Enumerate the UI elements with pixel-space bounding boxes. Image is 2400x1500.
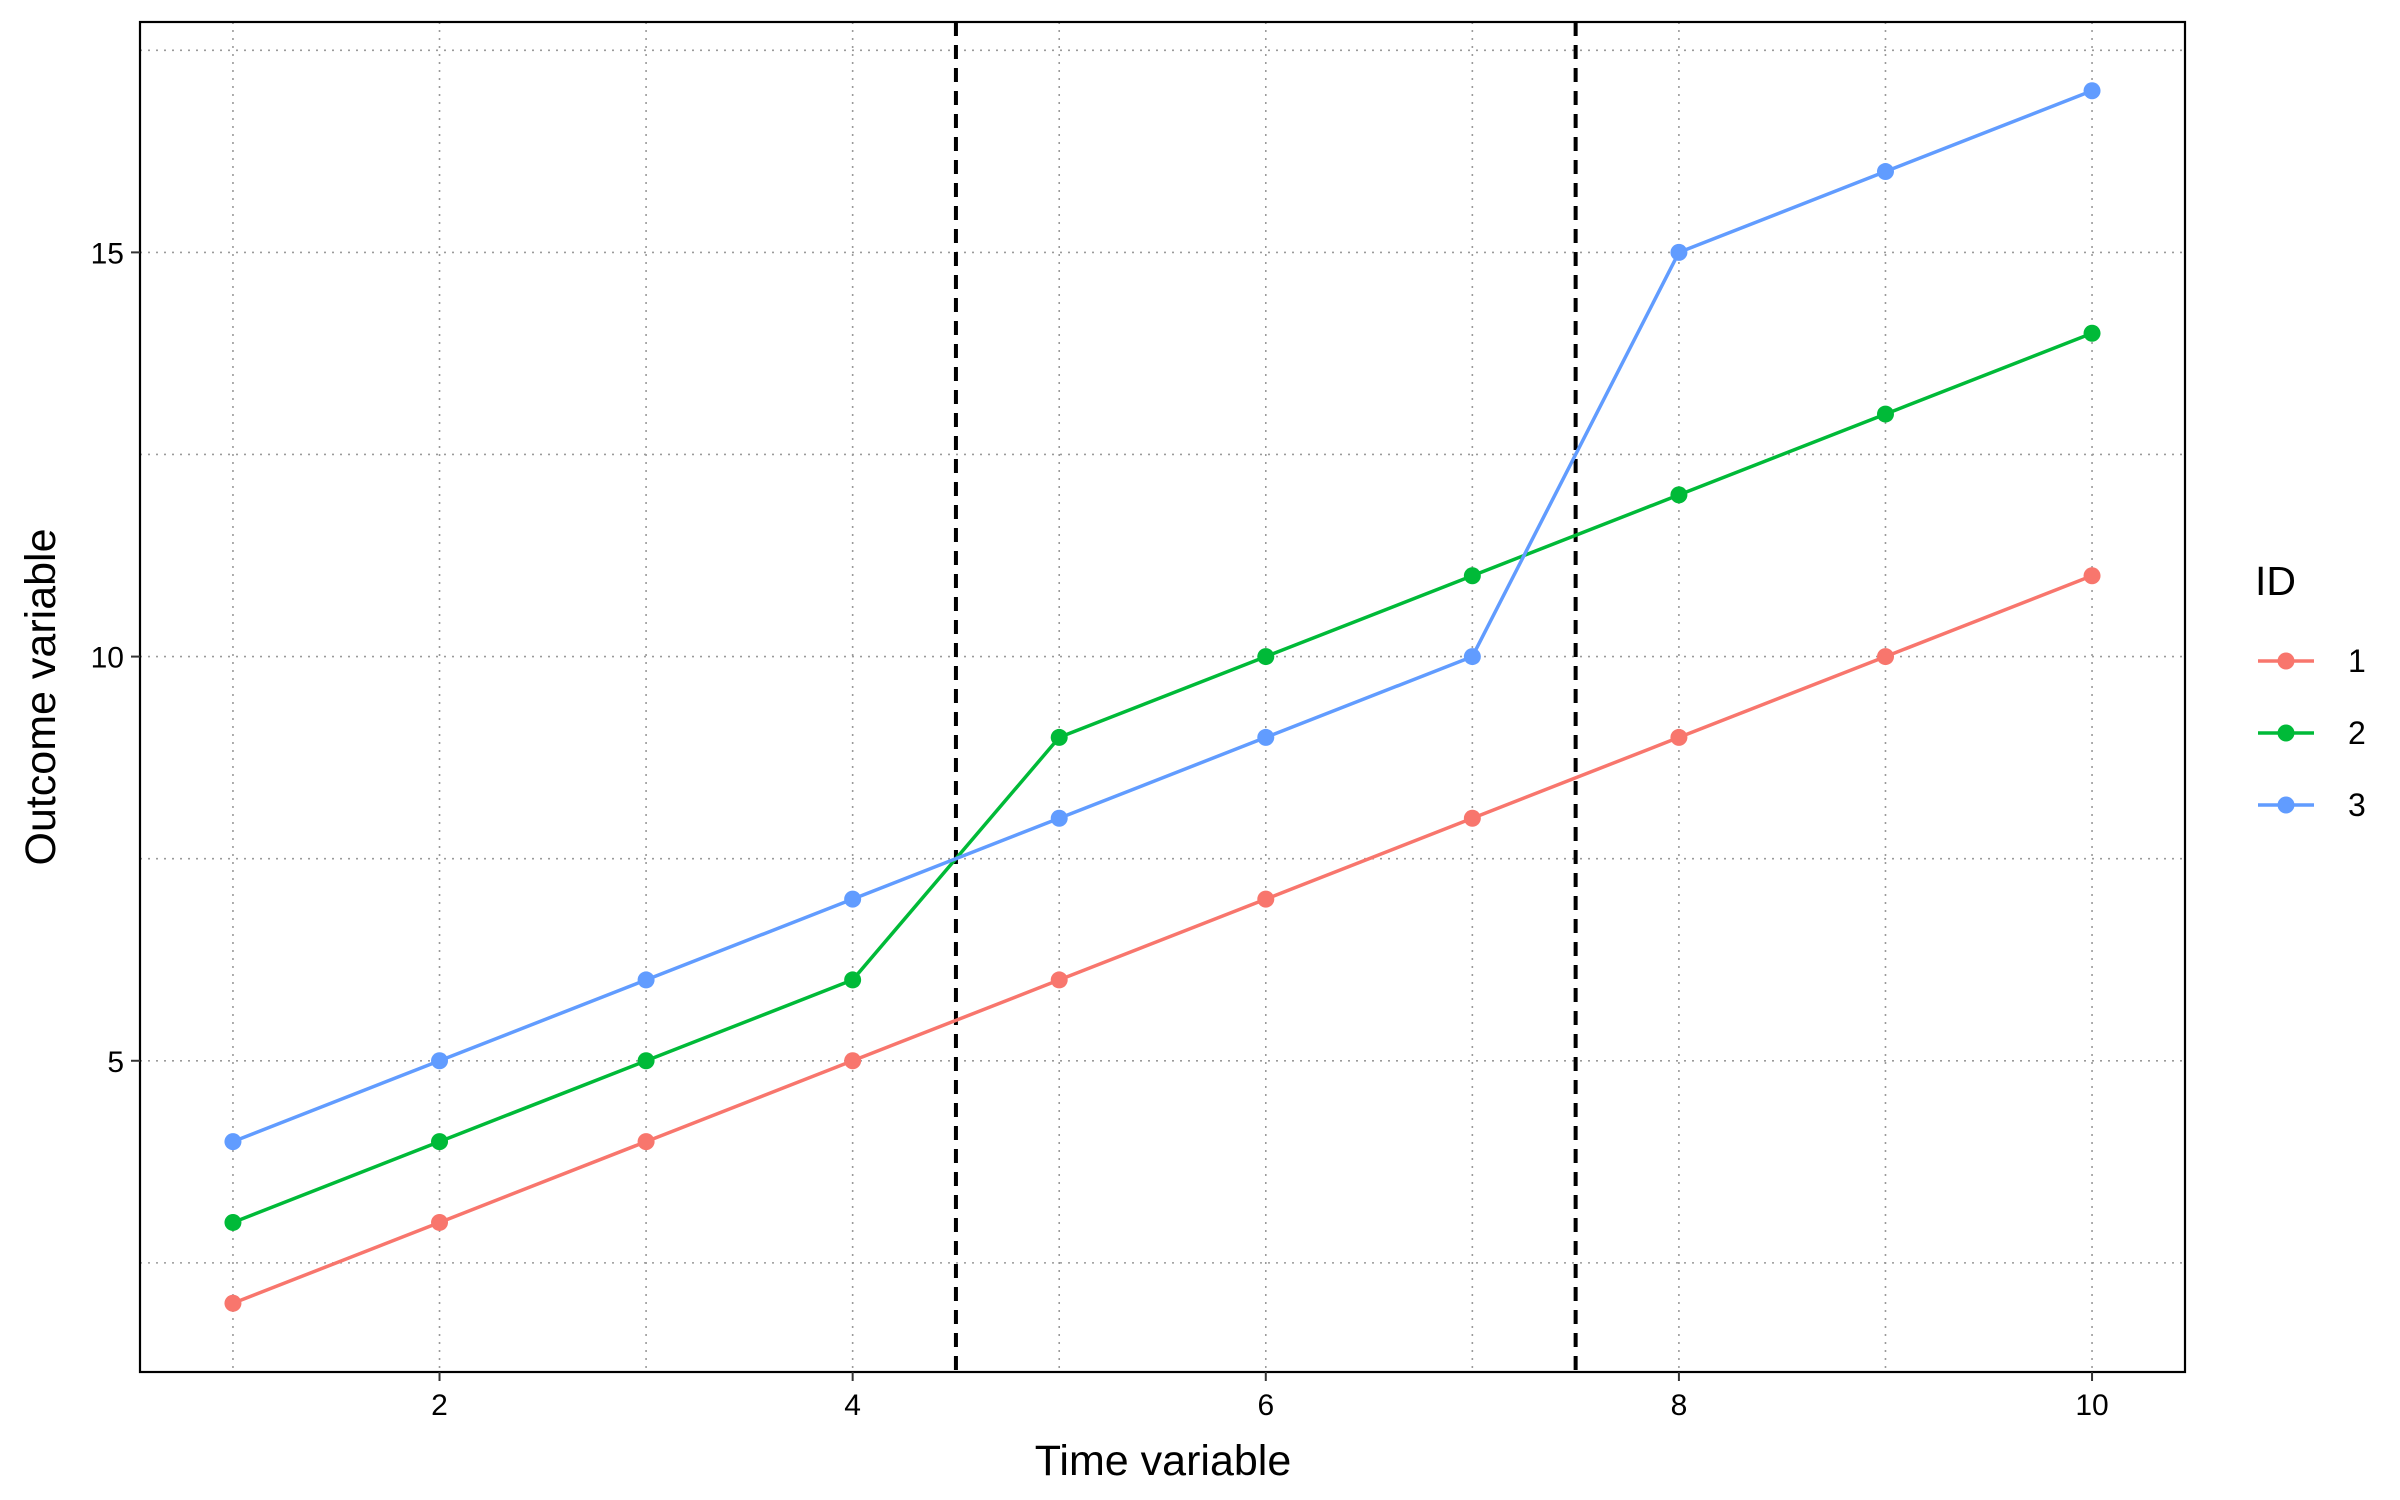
data-point	[431, 1052, 449, 1070]
data-point	[1257, 728, 1275, 746]
data-point	[1050, 809, 1068, 827]
x-tick-label: 2	[431, 1389, 448, 1422]
data-point	[844, 971, 862, 989]
series-2	[224, 324, 2101, 1231]
x-tick-label: 8	[1671, 1389, 1688, 1422]
data-point	[637, 1133, 655, 1151]
legend-title: ID	[2255, 558, 2296, 604]
legend-item-1: 1	[2258, 643, 2366, 679]
data-point	[1670, 243, 1688, 261]
x-tick-label: 4	[844, 1389, 861, 1422]
y-axis-title: Outcome variable	[17, 529, 65, 866]
y-tick-label: 10	[91, 642, 124, 675]
series-line	[231, 331, 2094, 1225]
data-point	[1257, 648, 1275, 666]
data-point	[2083, 324, 2101, 342]
data-point	[431, 1133, 449, 1151]
data-point	[2083, 567, 2101, 585]
data-point	[224, 1294, 242, 1312]
legend-key-point	[2277, 724, 2295, 742]
data-point	[1050, 971, 1068, 989]
data-point	[1050, 728, 1068, 746]
data-point	[224, 1133, 242, 1151]
data-point	[1876, 163, 1894, 181]
legend-key-point	[2277, 796, 2295, 814]
data-point	[1670, 728, 1688, 746]
axes: 2 4 6 8 10 5 10 15	[91, 237, 2109, 1422]
x-tick-label: 6	[1257, 1389, 1274, 1422]
data-point	[224, 1213, 242, 1231]
panel-border	[138, 20, 2187, 1374]
series-line	[231, 88, 2094, 1144]
legend-label: 1	[2348, 643, 2366, 679]
series-line	[231, 573, 2094, 1306]
data-point	[1463, 567, 1481, 585]
data-point	[637, 1052, 655, 1070]
x-axis-title: Time variable	[1035, 1437, 1292, 1485]
legend: ID 1 2 3	[2255, 558, 2366, 823]
data-point	[1463, 809, 1481, 827]
data-point	[1876, 405, 1894, 423]
data-point	[1463, 648, 1481, 666]
data-point	[431, 1213, 449, 1231]
data-point	[637, 971, 655, 989]
x-tick-label: 10	[2075, 1389, 2108, 1422]
series-1	[224, 567, 2101, 1312]
legend-label: 2	[2348, 715, 2366, 751]
y-tick-label: 5	[107, 1046, 124, 1079]
y-tick-label: 15	[91, 237, 124, 270]
data-point	[1876, 648, 1894, 666]
reference-lines	[953, 22, 1578, 1372]
data-point	[1257, 890, 1275, 908]
data-point	[844, 1052, 862, 1070]
data-point	[1670, 486, 1688, 504]
legend-label: 3	[2348, 787, 2366, 823]
series-3	[224, 82, 2101, 1151]
series-group	[224, 82, 2101, 1312]
legend-item-3: 3	[2258, 787, 2366, 823]
legend-key-point	[2277, 652, 2295, 670]
data-point	[844, 890, 862, 908]
data-point	[2083, 82, 2101, 100]
legend-item-2: 2	[2258, 715, 2366, 751]
